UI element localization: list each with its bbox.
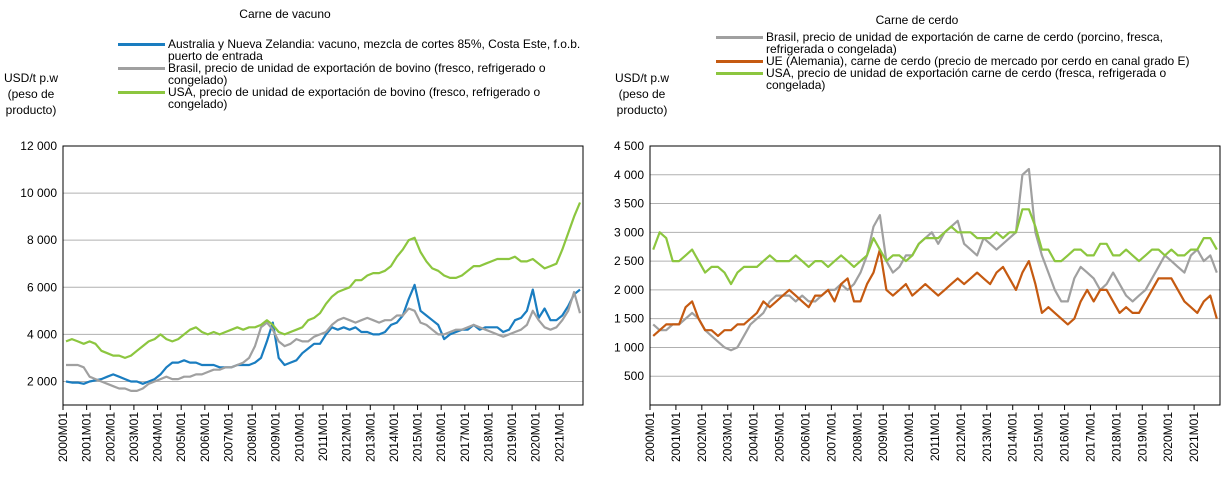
x-tick-label: 2020M01 xyxy=(1161,412,1175,462)
chart-title: Carne de cerdo xyxy=(876,13,959,27)
data-line xyxy=(652,248,1218,337)
legend-label: USA, precio de unidad de exportación de … xyxy=(168,85,541,111)
legend: Brasil, precio de unidad de exportación … xyxy=(716,31,1216,91)
x-tick-label: 2009M01 xyxy=(269,412,283,462)
x-tick-label: 2007M01 xyxy=(221,412,235,462)
y-tick-label: 4 500 xyxy=(614,139,644,153)
data-line xyxy=(66,290,582,392)
y-tick-label: 2 000 xyxy=(614,283,644,297)
x-tick-label: 2002M01 xyxy=(695,412,709,462)
x-tick-label: 2006M01 xyxy=(798,412,812,462)
chart-title: Carne de vacuno xyxy=(239,7,331,21)
data-line xyxy=(652,208,1218,286)
x-tick-label: 2020M01 xyxy=(529,412,543,462)
x-tick-label: 2015M01 xyxy=(411,412,425,462)
x-tick-label: 2006M01 xyxy=(198,412,212,462)
y-tick-label: 2 000 xyxy=(27,374,57,388)
x-tick-label: 2001M01 xyxy=(80,412,94,462)
legend: Australia y Nueva Zelandia: vacuno, mezc… xyxy=(118,38,598,110)
legend-item: UE (Alemania), carne de cerdo (precio de… xyxy=(716,55,1216,67)
x-tick-label: 2021M01 xyxy=(1187,412,1201,462)
legend-swatch xyxy=(716,36,763,39)
chart: Carne de cerdo 500 1 000 1 500 2 000 2 500 3 0… xyxy=(614,13,1221,462)
x-tick-label: 2011M01 xyxy=(928,412,942,461)
legend-label: UE (Alemania), carne de cerdo (precio de… xyxy=(766,54,1190,68)
chart: Carne de vacuno 2 000 4 000 6 000 8 000 10 00… xyxy=(20,7,584,462)
x-tick-label: 2005M01 xyxy=(174,412,188,462)
x-tick-label: 2017M01 xyxy=(1083,412,1097,462)
y-axis-label-line: USD/t p.w xyxy=(614,71,669,85)
x-tick-label: 2004M01 xyxy=(151,412,165,462)
y-tick-label: 1 000 xyxy=(614,340,644,354)
y-axis-label-line: USD/t p.w xyxy=(3,71,58,85)
x-tick-label: 2000M01 xyxy=(643,412,657,462)
x-tick-label: 2008M01 xyxy=(850,412,864,462)
y-tick-label: 2 500 xyxy=(614,254,644,268)
x-tick-label: 2007M01 xyxy=(824,412,838,462)
y-tick-label: 3 000 xyxy=(614,225,644,239)
x-tick-label: 2016M01 xyxy=(434,412,448,462)
y-tick-label: 3 500 xyxy=(614,197,644,211)
x-tick-label: 2013M01 xyxy=(980,412,994,462)
x-tick-label: 2009M01 xyxy=(876,412,890,462)
plot-frame xyxy=(62,145,584,406)
y-tick-label: 500 xyxy=(624,369,644,383)
x-tick-label: 2019M01 xyxy=(1135,412,1149,462)
x-tick-label: 2014M01 xyxy=(387,412,401,462)
legend-label: Brasil, precio de unidad de exportación … xyxy=(168,61,546,87)
y-tick-label: 4 000 xyxy=(27,327,57,341)
x-tick-label: 2010M01 xyxy=(292,412,306,462)
legend-swatch xyxy=(118,43,165,46)
x-tick-label: 2013M01 xyxy=(363,412,377,462)
legend-item: USA, precio de unidad de exportación de … xyxy=(118,86,598,110)
y-axis-label: USD/t p.w (peso de producto) xyxy=(600,70,684,118)
y-axis-label-line: (peso de xyxy=(618,87,666,101)
x-tick-label: 2015M01 xyxy=(1032,412,1046,462)
x-tick-label: 2019M01 xyxy=(505,412,519,462)
y-axis-label-line: producto) xyxy=(616,103,668,117)
y-axis-label-line: (peso de xyxy=(7,87,55,101)
legend-swatch xyxy=(118,67,165,70)
y-tick-label: 4 000 xyxy=(614,168,644,182)
x-tick-label: 2001M01 xyxy=(669,412,683,462)
x-tick-label: 2000M01 xyxy=(56,412,70,462)
x-tick-label: 2008M01 xyxy=(245,412,259,462)
x-tick-label: 2021M01 xyxy=(552,412,566,462)
x-tick-label: 2003M01 xyxy=(127,412,141,462)
legend-item: USA, precio de unidad de exportación car… xyxy=(716,67,1216,91)
data-line xyxy=(652,167,1218,352)
legend-item: Brasil, precio de unidad de exportación … xyxy=(118,62,598,86)
y-axis-label-line: producto) xyxy=(5,103,57,117)
y-tick-label: 12 000 xyxy=(20,139,57,153)
x-tick-label: 2005M01 xyxy=(773,412,787,462)
legend-swatch xyxy=(716,60,763,63)
legend-label: USA, precio de unidad de exportación car… xyxy=(766,66,1167,92)
data-line xyxy=(65,283,581,385)
x-tick-label: 2018M01 xyxy=(1109,412,1123,462)
x-tick-label: 2002M01 xyxy=(103,412,117,462)
y-tick-label: 1 500 xyxy=(614,312,644,326)
legend-swatch xyxy=(118,91,165,94)
data-line xyxy=(65,202,582,359)
legend-item: Australia y Nueva Zelandia: vacuno, mezc… xyxy=(118,38,598,62)
y-axis-label: USD/t p.w (peso de producto) xyxy=(0,70,62,118)
x-tick-label: 2003M01 xyxy=(721,412,735,462)
legend-swatch xyxy=(716,72,763,75)
legend-item: Brasil, precio de unidad de exportación … xyxy=(716,31,1216,55)
y-tick-label: 8 000 xyxy=(27,233,57,247)
legend-label: Australia y Nueva Zelandia: vacuno, mezc… xyxy=(168,37,581,63)
x-tick-label: 2014M01 xyxy=(1006,412,1020,462)
y-tick-label: 10 000 xyxy=(20,186,57,200)
x-tick-label: 2018M01 xyxy=(481,412,495,462)
x-tick-label: 2004M01 xyxy=(747,412,761,462)
x-tick-label: 2016M01 xyxy=(1058,412,1072,462)
x-tick-label: 2012M01 xyxy=(954,412,968,462)
x-tick-label: 2017M01 xyxy=(458,412,472,462)
x-tick-label: 2011M01 xyxy=(316,412,330,461)
y-tick-label: 6 000 xyxy=(27,280,57,294)
legend-label: Brasil, precio de unidad de exportación … xyxy=(766,30,1163,56)
x-tick-label: 2010M01 xyxy=(902,412,916,462)
x-tick-label: 2012M01 xyxy=(340,412,354,462)
